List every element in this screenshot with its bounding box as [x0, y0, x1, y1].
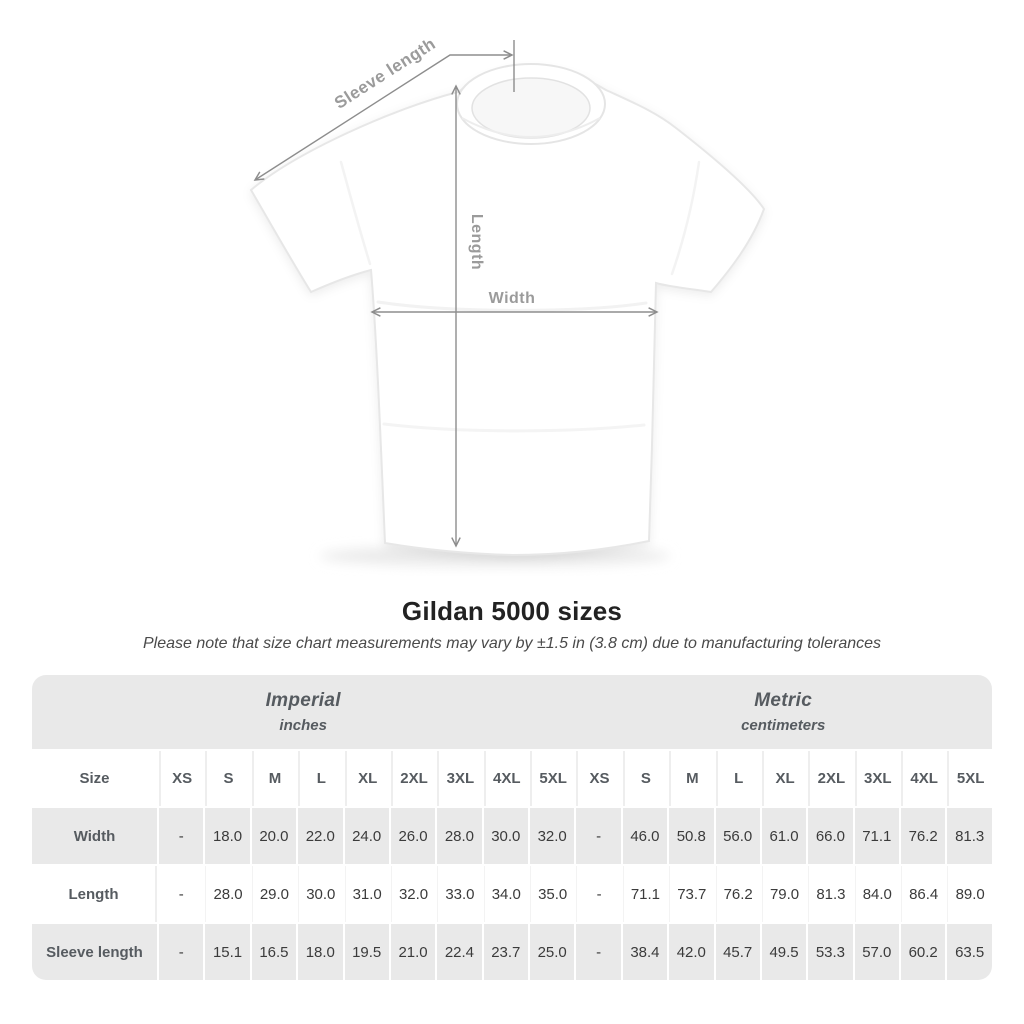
size-header-imperial-xl: XL: [344, 751, 389, 806]
value-cell: 57.0: [854, 924, 899, 980]
size-header-metric-m: M: [669, 751, 714, 806]
size-header-imperial-2xl: 2XL: [390, 751, 436, 806]
row-label: Length: [32, 866, 157, 922]
value-cell: 29.0: [251, 866, 297, 922]
size-header-metric-2xl: 2XL: [808, 751, 853, 806]
value-cell: 76.2: [901, 808, 946, 864]
value-cell: -: [576, 866, 621, 922]
measure-row-width: Width -18.0 20.0 22.0 24.0 26.0 28.0 30.0 32.0-4…: [32, 808, 992, 864]
value-cell: 31.0: [344, 866, 389, 922]
value-cell: 19.5: [344, 924, 389, 980]
size-table: Imperial inches Metric centimeters Size …: [30, 673, 994, 982]
value-cell: 81.3: [808, 866, 853, 922]
size-header-metric-xs: XS: [576, 751, 621, 806]
value-cell: 22.0: [298, 808, 343, 864]
value-cell: 60.2: [901, 924, 946, 980]
size-header-metric-s: S: [622, 751, 668, 806]
value-cell: 32.0: [530, 808, 575, 864]
size-header-metric-5xl: 5XL: [947, 751, 992, 806]
value-cell: -: [159, 924, 204, 980]
size-header-imperial-3xl: 3XL: [437, 751, 482, 806]
imperial-group-header: Imperial inches: [32, 690, 574, 734]
size-header-metric-l: L: [715, 751, 760, 806]
tshirt-measurement-diagram: Sleeve length Length Width: [249, 34, 766, 566]
size-header-imperial-m: M: [251, 751, 297, 806]
value-cell: 86.4: [901, 866, 946, 922]
value-cell: 71.1: [622, 866, 668, 922]
metric-group-header: Metric centimeters: [574, 690, 992, 734]
value-cell: 18.0: [205, 808, 250, 864]
page-title: Gildan 5000 sizes: [401, 596, 623, 626]
value-cell: 49.5: [761, 924, 807, 980]
value-cell: 18.0: [298, 924, 343, 980]
size-header-imperial-4xl: 4XL: [483, 751, 528, 806]
size-header-row: Size XS S M L XL 2XL 3XL 4XL 5XL XS S M L XL 2XL 3XL 4XL…: [32, 751, 992, 806]
size-header-imperial-5xl: 5XL: [530, 751, 575, 806]
value-cell: 15.1: [205, 924, 250, 980]
sleeve-length-label: Sleeve length: [331, 34, 439, 113]
value-cell: 16.5: [251, 924, 297, 980]
value-cell: 34.0: [483, 866, 528, 922]
value-cell: 25.0: [530, 924, 575, 980]
value-cell: 35.0: [530, 866, 575, 922]
unit-group-band: Imperial inches Metric centimeters: [32, 675, 992, 749]
tshirt-collar-opening: [471, 77, 591, 139]
value-cell: 81.3: [947, 808, 992, 864]
value-cell: 32.0: [390, 866, 436, 922]
imperial-sublabel: inches: [279, 717, 327, 734]
value-cell: 46.0: [622, 808, 668, 864]
tshirt-diagram-svg: Sleeve length Length Width: [249, 34, 766, 566]
value-cell: 22.4: [437, 924, 482, 980]
row-label: Width: [32, 808, 157, 864]
metric-sublabel: centimeters: [741, 717, 826, 734]
value-cell: 33.0: [437, 866, 482, 922]
value-cell: 45.7: [715, 924, 760, 980]
metric-label: Metric: [754, 690, 813, 711]
value-cell: 28.0: [205, 866, 250, 922]
value-cell: 73.7: [669, 866, 714, 922]
size-header-imperial-s: S: [205, 751, 250, 806]
size-header-metric-3xl: 3XL: [854, 751, 899, 806]
value-cell: 50.8: [669, 808, 714, 864]
measure-row-sleeve-length: Sleeve length -15.1 16.5 18.0 19.5 21.0 22.4 23…: [32, 924, 992, 980]
value-cell: 24.0: [344, 808, 389, 864]
value-cell: -: [159, 808, 204, 864]
length-label: Length: [468, 214, 485, 270]
value-cell: 71.1: [854, 808, 899, 864]
value-cell: 30.0: [483, 808, 528, 864]
value-cell: 63.5: [947, 924, 992, 980]
value-cell: 89.0: [947, 866, 992, 922]
size-header-metric-xl: XL: [761, 751, 807, 806]
unit-group-row: Imperial inches Metric centimeters: [32, 675, 992, 749]
value-cell: 66.0: [808, 808, 853, 864]
value-cell: 56.0: [715, 808, 760, 864]
width-label: Width: [489, 290, 536, 307]
value-cell: 28.0: [437, 808, 482, 864]
value-cell: 84.0: [854, 866, 899, 922]
measure-row-length: Length -28.0 29.0 30.0 31.0 32.0 33.0 34.0 35.0-…: [32, 866, 992, 922]
row-label: Sleeve length: [32, 924, 157, 980]
value-cell: 23.7: [483, 924, 528, 980]
value-cell: 42.0: [669, 924, 714, 980]
value-cell: 20.0: [251, 808, 297, 864]
value-cell: 30.0: [298, 866, 343, 922]
value-cell: -: [159, 866, 204, 922]
value-cell: 76.2: [715, 866, 760, 922]
size-header-metric-4xl: 4XL: [901, 751, 946, 806]
value-cell: 61.0: [761, 808, 807, 864]
value-cell: -: [576, 924, 621, 980]
value-cell: 21.0: [390, 924, 436, 980]
value-cell: 38.4: [622, 924, 668, 980]
sleeve-length-arrow: [253, 50, 514, 181]
value-cell: 26.0: [390, 808, 436, 864]
value-cell: 53.3: [808, 924, 853, 980]
imperial-label: Imperial: [265, 690, 341, 711]
value-cell: -: [576, 808, 621, 864]
size-header-imperial-l: L: [298, 751, 343, 806]
size-column-header: Size: [32, 751, 157, 806]
tolerance-note: Please note that size chart measurements…: [142, 635, 882, 652]
size-header-imperial-xs: XS: [159, 751, 204, 806]
value-cell: 79.0: [761, 866, 807, 922]
